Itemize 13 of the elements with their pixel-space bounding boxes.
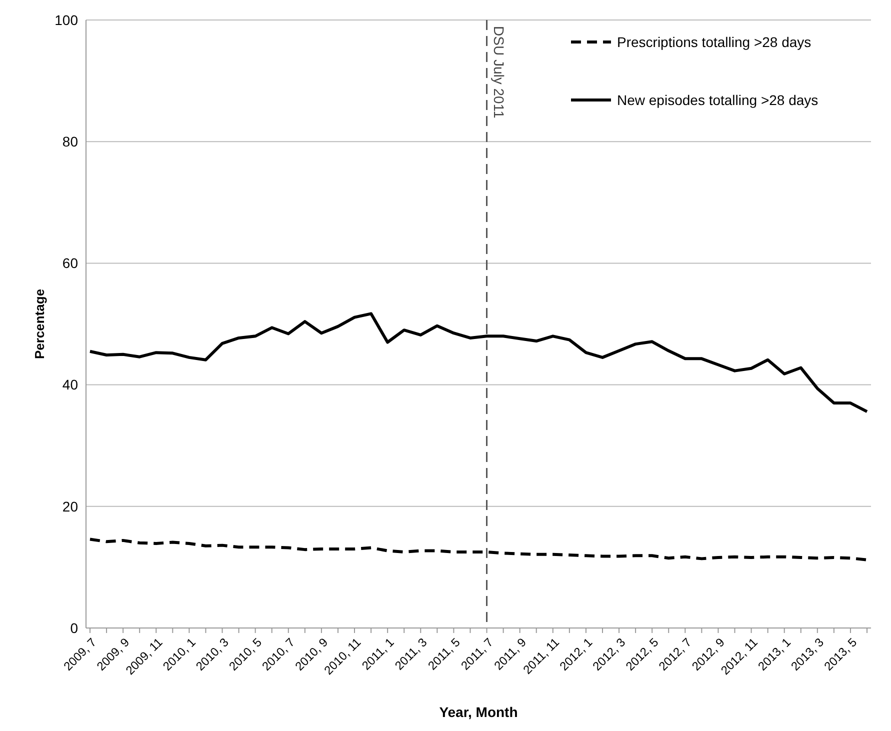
ref-line-label: DSU July 2011	[490, 26, 507, 119]
y-tick-label: 20	[62, 498, 78, 514]
y-tick-label: 100	[54, 12, 78, 28]
y-tick-label: 80	[62, 134, 78, 150]
line-series	[88, 312, 868, 414]
line-series	[88, 538, 868, 562]
legend-label: New episodes totalling >28 days	[617, 92, 818, 108]
x-axis-title: Year, Month	[439, 704, 518, 720]
y-tick-label: 60	[62, 255, 78, 272]
y-tick-label: 40	[62, 376, 78, 393]
legend-label: Prescriptions totalling >28 days	[617, 34, 812, 50]
y-tick-label: 0	[70, 620, 78, 636]
y-axis-title: Percentage	[32, 288, 47, 360]
